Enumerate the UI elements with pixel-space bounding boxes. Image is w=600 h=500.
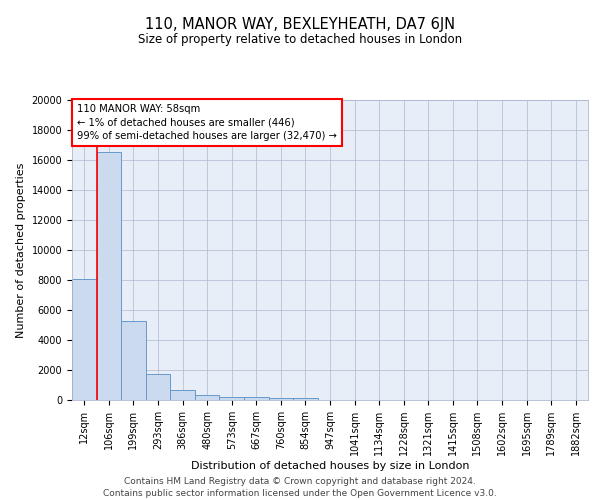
Bar <box>195 395 220 400</box>
Bar <box>121 320 146 400</box>
Text: 110 MANOR WAY: 58sqm
← 1% of detached houses are smaller (446)
99% of semi-detac: 110 MANOR WAY: 58sqm ← 1% of detached ho… <box>77 104 337 141</box>
Bar <box>170 390 195 400</box>
Bar <box>146 374 170 400</box>
Text: Contains HM Land Registry data © Crown copyright and database right 2024.
Contai: Contains HM Land Registry data © Crown c… <box>103 476 497 498</box>
Bar <box>269 398 293 400</box>
Bar <box>293 398 318 400</box>
X-axis label: Distribution of detached houses by size in London: Distribution of detached houses by size … <box>191 461 469 471</box>
Bar <box>220 396 244 400</box>
Text: Size of property relative to detached houses in London: Size of property relative to detached ho… <box>138 32 462 46</box>
Bar <box>244 397 269 400</box>
Text: 110, MANOR WAY, BEXLEYHEATH, DA7 6JN: 110, MANOR WAY, BEXLEYHEATH, DA7 6JN <box>145 18 455 32</box>
Bar <box>72 278 97 400</box>
Bar <box>97 152 121 400</box>
Y-axis label: Number of detached properties: Number of detached properties <box>16 162 26 338</box>
